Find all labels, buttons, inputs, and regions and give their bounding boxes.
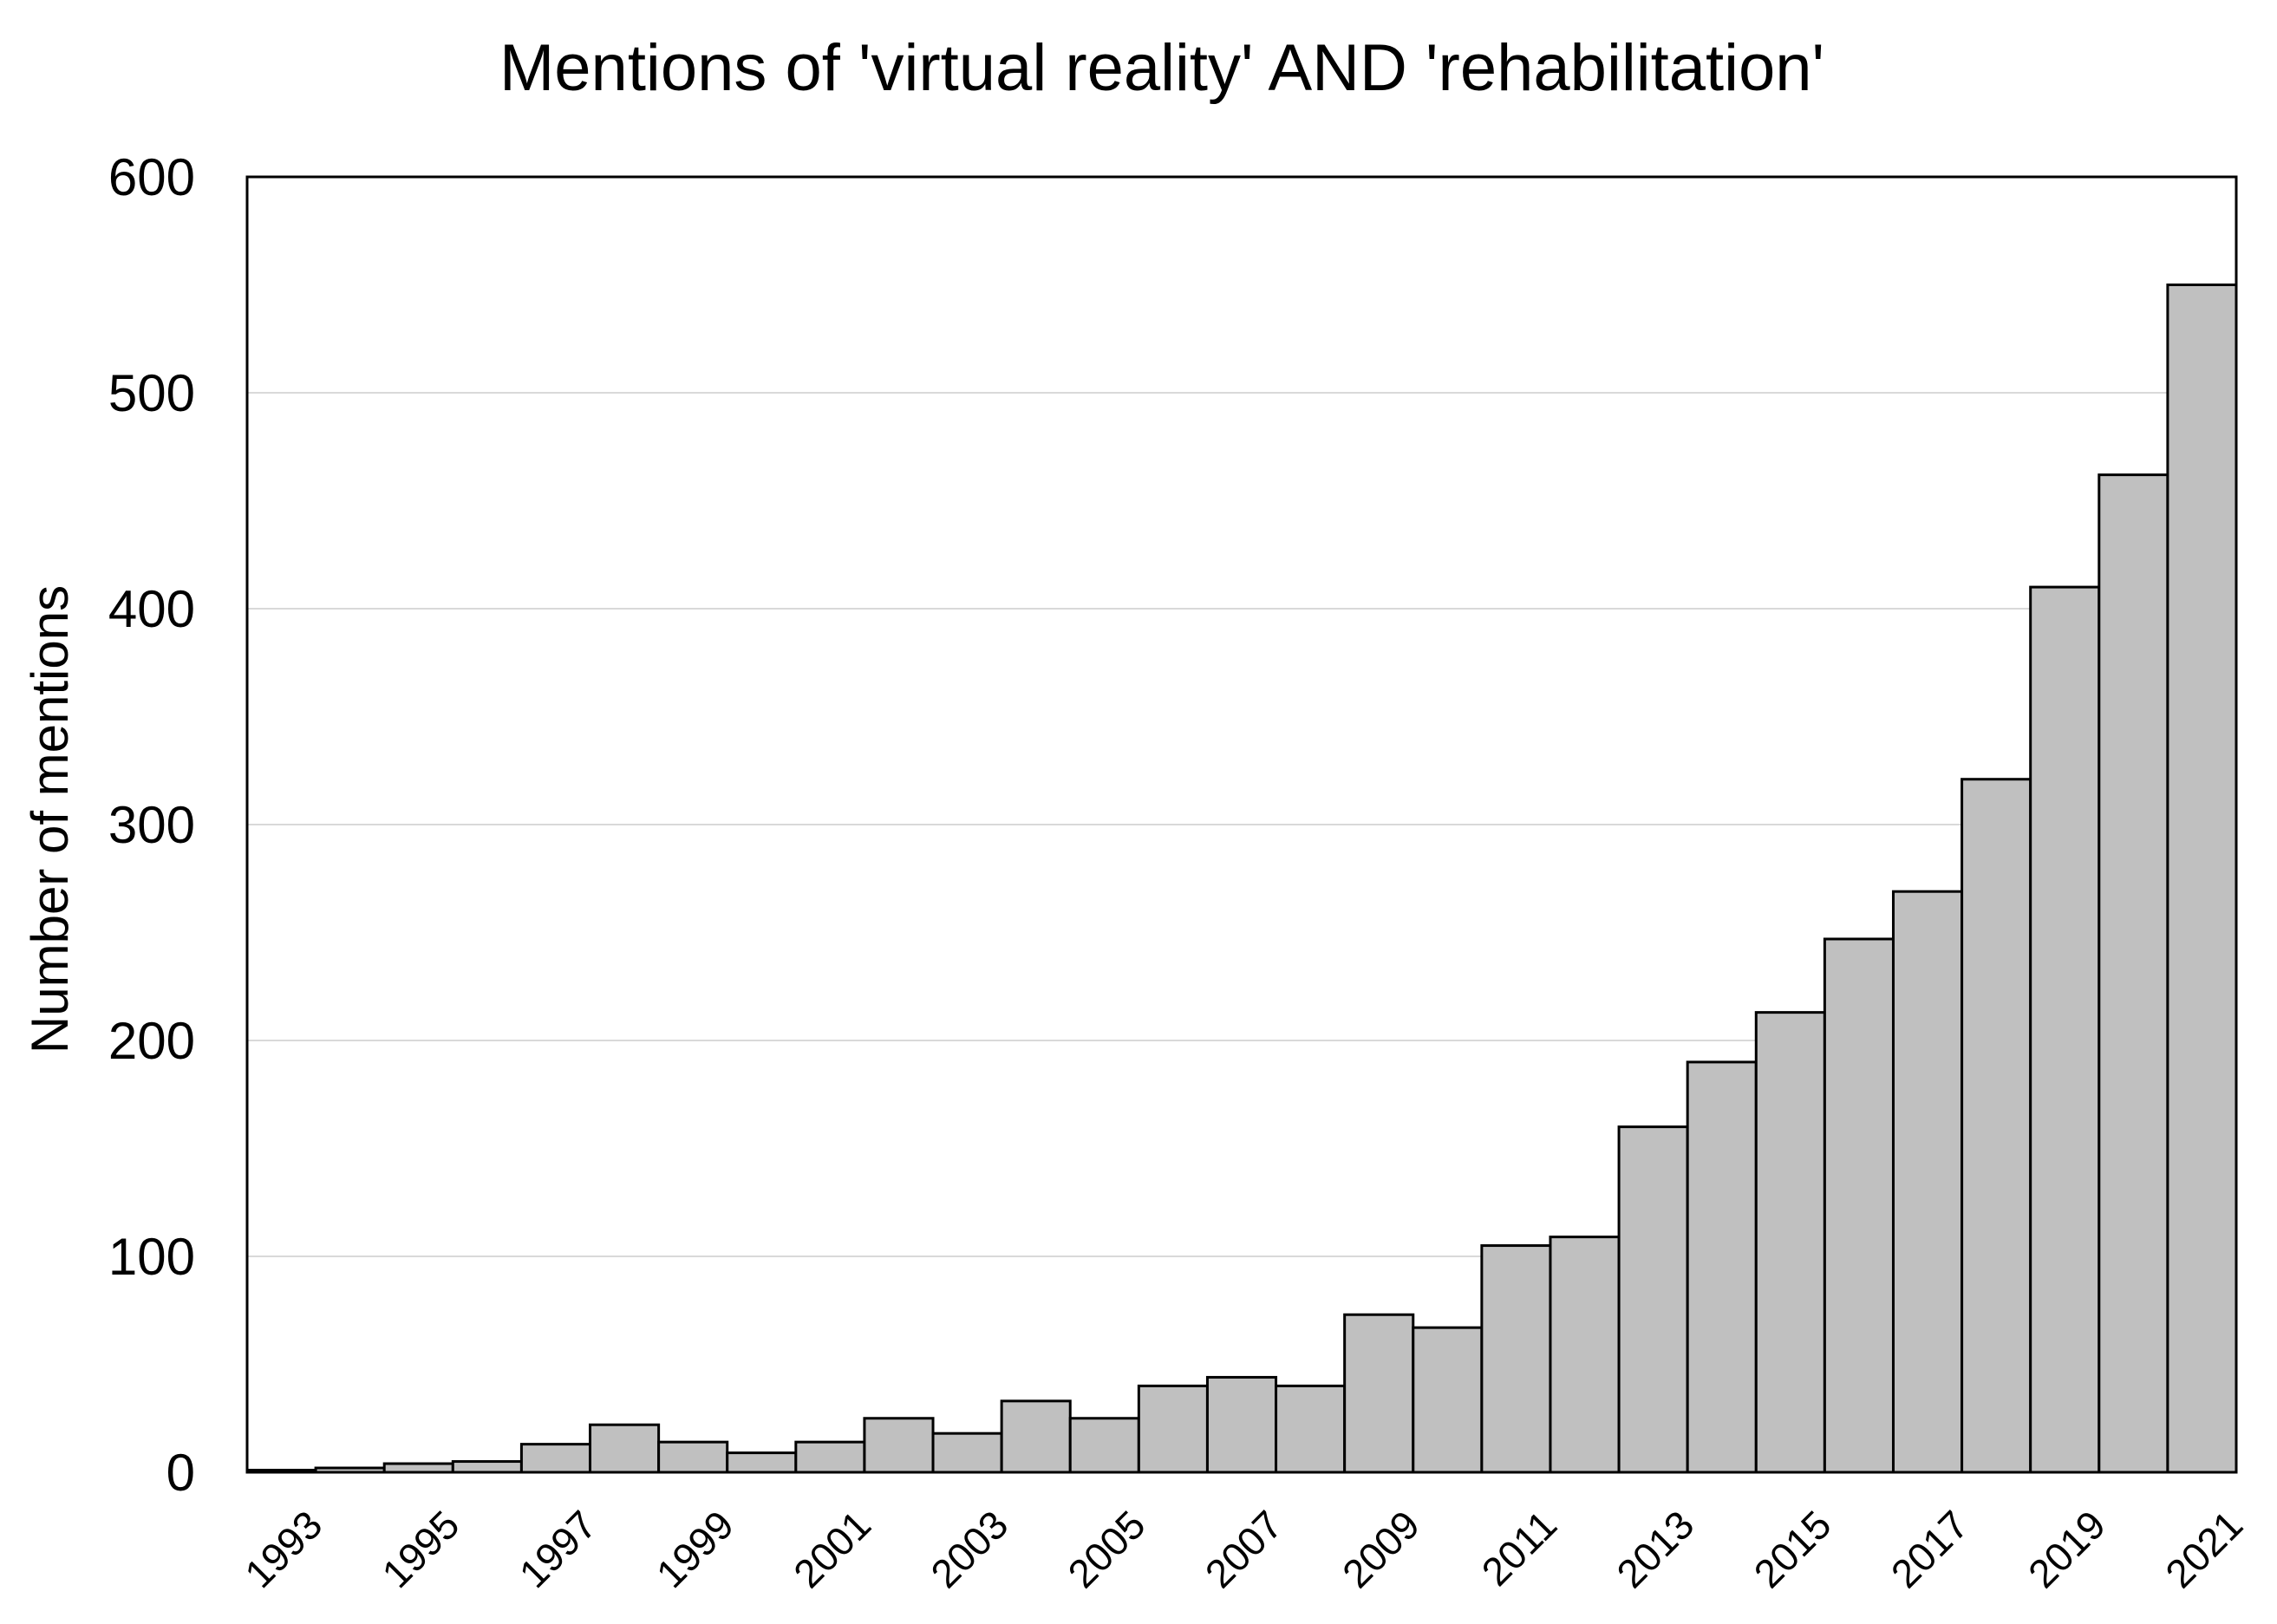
x-tick-label: 2001: [785, 1502, 879, 1596]
bar-2018: [1961, 778, 2032, 1474]
bar-2000: [726, 1451, 798, 1474]
y-tick-label: 200: [108, 1012, 195, 1070]
bar-2012: [1549, 1236, 1621, 1474]
x-tick-label: 1993: [236, 1502, 330, 1596]
bar-2003: [931, 1432, 1003, 1474]
plot-frame: [245, 175, 2238, 1474]
bar-2008: [1275, 1384, 1347, 1474]
bar-2021: [2166, 284, 2238, 1474]
bar-2011: [1480, 1244, 1552, 1474]
chart-title: Mentions of 'virtual reality' AND 'rehab…: [499, 31, 1824, 105]
x-tick-label: 1995: [373, 1502, 467, 1596]
bar-2004: [1000, 1399, 1072, 1474]
bar-2007: [1205, 1375, 1278, 1474]
bar-2006: [1137, 1384, 1209, 1474]
bar-2015: [1754, 1011, 1826, 1474]
bar-1997: [519, 1443, 592, 1474]
bar-2014: [1686, 1060, 1758, 1474]
x-tick-label: 2011: [1473, 1502, 1566, 1595]
bar-2002: [863, 1417, 935, 1474]
bar-2010: [1412, 1326, 1484, 1474]
x-tick-label: 2005: [1059, 1502, 1153, 1596]
bar-2013: [1617, 1125, 1689, 1474]
x-tick-label: 2021: [2156, 1502, 2251, 1596]
bar-2016: [1823, 937, 1895, 1474]
x-tick-label: 2019: [2019, 1502, 2114, 1596]
x-tick-label: 1999: [648, 1502, 742, 1596]
y-tick-label: 400: [108, 580, 195, 638]
bar-2017: [1891, 890, 1964, 1474]
x-tick-label: 2013: [1608, 1502, 1702, 1596]
bar-1999: [657, 1440, 729, 1474]
bar-2001: [794, 1440, 866, 1474]
y-tick-label: 500: [108, 364, 195, 422]
y-axis-label: Number of mentions: [21, 585, 79, 1053]
bars: [245, 284, 2238, 1474]
y-tick-label: 0: [166, 1444, 195, 1502]
x-tick-label: 2009: [1334, 1502, 1428, 1596]
x-tick-label: 1997: [511, 1502, 605, 1596]
y-tick-label: 300: [108, 796, 195, 854]
y-tick-label: 100: [108, 1228, 195, 1286]
x-tick-labels: 1993 1995 1997 1999 2001 2003 2005 2007 2009 2011…: [236, 1502, 2251, 1596]
bar-2009: [1343, 1313, 1415, 1474]
bar-1998: [589, 1423, 661, 1474]
bar-1996: [451, 1460, 523, 1474]
bar-2005: [1068, 1417, 1140, 1474]
x-tick-label: 2003: [922, 1502, 1016, 1596]
bar-2019: [2029, 585, 2101, 1474]
y-tick-labels: 0 100 200 300 400 500 600: [108, 148, 195, 1502]
y-tick-label: 600: [108, 148, 195, 206]
x-tick-label: 2015: [1745, 1502, 1840, 1596]
x-tick-label: 2017: [1882, 1502, 1977, 1596]
bar-2020: [2098, 473, 2169, 1474]
x-tick-label: 2007: [1197, 1502, 1291, 1596]
